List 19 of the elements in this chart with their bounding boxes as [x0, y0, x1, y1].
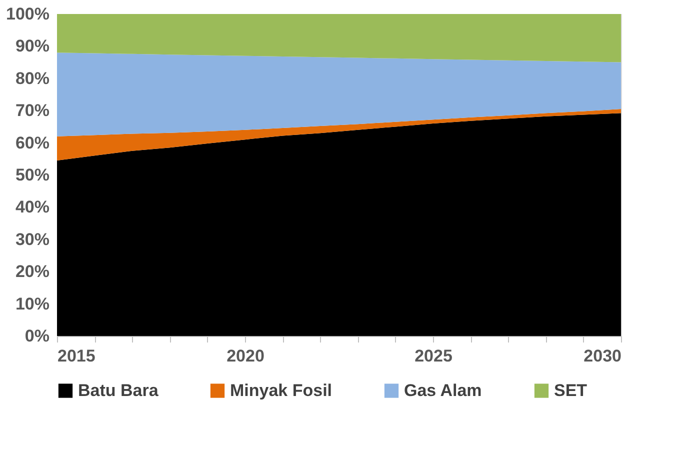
- x-tick-label: 2025: [414, 346, 452, 366]
- legend-label: Gas Alam: [404, 380, 482, 400]
- y-tick-label: 60%: [15, 133, 50, 152]
- y-tick-label: 80%: [15, 68, 50, 88]
- y-tick-label: 70%: [15, 101, 50, 120]
- y-tick-label: 90%: [15, 36, 50, 56]
- y-tick-label: 100%: [6, 4, 50, 24]
- y-tick-label: 20%: [15, 262, 50, 282]
- x-tick-label: 2015: [58, 346, 96, 366]
- y-tick-label: 0%: [24, 326, 50, 346]
- y-tick-label: 40%: [15, 198, 50, 217]
- legend-label: SET: [554, 380, 588, 400]
- x-tick-label: 2020: [226, 346, 264, 366]
- y-tick-label: 30%: [15, 230, 50, 249]
- legend-label: Batu Bara: [78, 380, 159, 400]
- legend-label: Minyak Fosil: [230, 380, 332, 400]
- y-tick-label: 50%: [15, 166, 50, 184]
- x-tick-label: 2030: [584, 346, 622, 366]
- y-tick-label: 10%: [15, 294, 50, 314]
